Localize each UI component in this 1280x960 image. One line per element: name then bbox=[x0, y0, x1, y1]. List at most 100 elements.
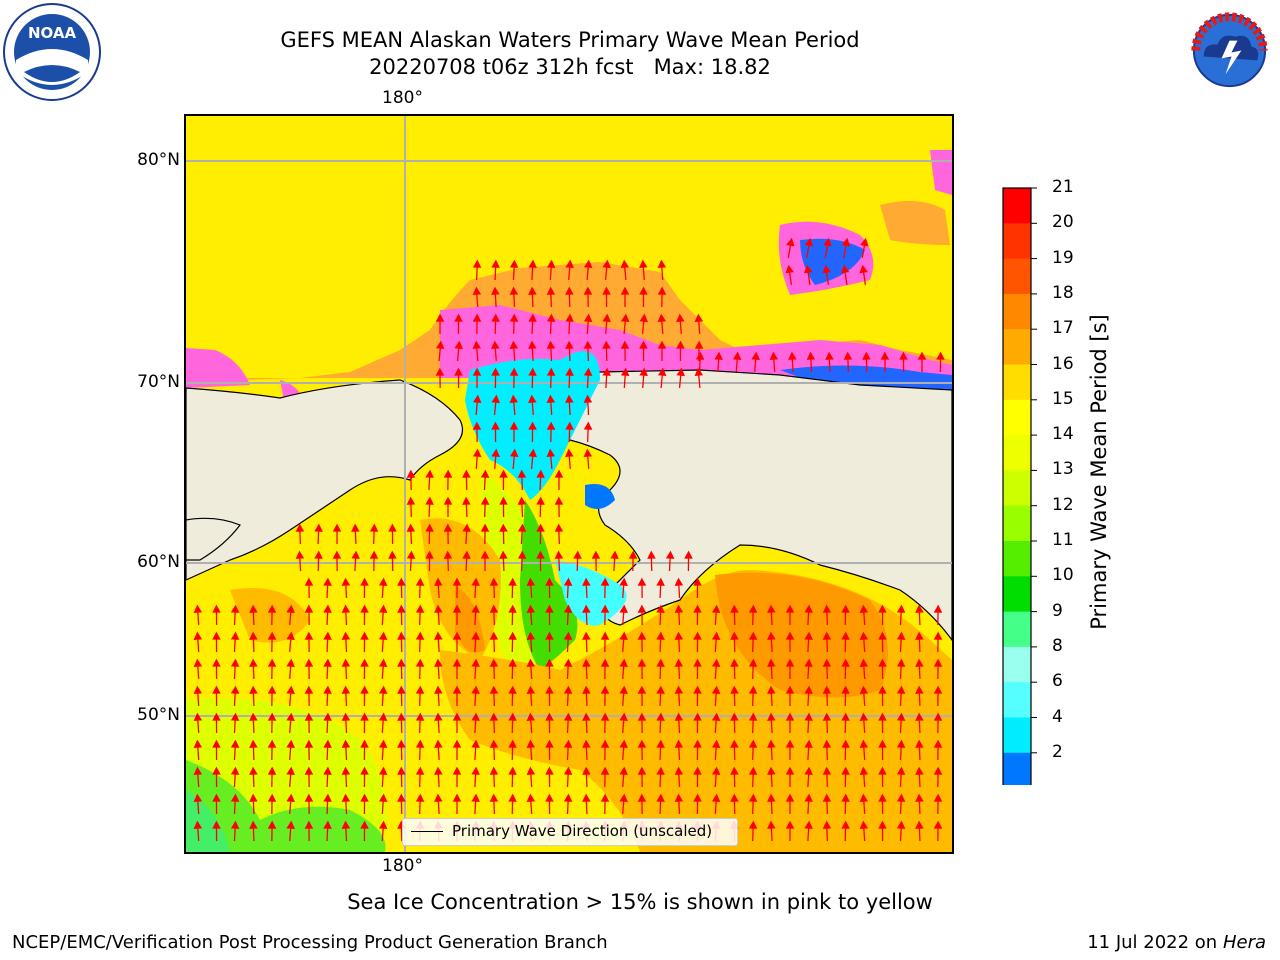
wave-direction-arrow bbox=[491, 448, 500, 470]
wave-direction-arrow bbox=[933, 631, 943, 653]
legend-line-sample bbox=[411, 831, 443, 832]
wave-direction-arrow bbox=[602, 286, 611, 308]
wave-direction-arrow bbox=[517, 496, 527, 518]
wave-direction-arrow bbox=[406, 496, 416, 518]
wave-direction-arrow bbox=[249, 712, 258, 734]
wave-direction-arrow bbox=[314, 523, 323, 545]
wave-direction-arrow bbox=[304, 658, 314, 680]
wave-direction-arrow bbox=[600, 631, 610, 653]
wave-direction-arrow bbox=[378, 739, 388, 761]
wave-direction-arrow bbox=[711, 685, 721, 707]
wave-zone-4s bbox=[585, 484, 615, 509]
wave-direction-arrow bbox=[471, 658, 480, 680]
wave-direction-arrow bbox=[582, 712, 591, 734]
wave-direction-arrow bbox=[933, 793, 943, 815]
wave-direction-arrow bbox=[619, 631, 628, 653]
wave-direction-arrow bbox=[748, 766, 758, 788]
wave-direction-arrow bbox=[489, 712, 499, 734]
wave-direction-arrow bbox=[656, 739, 665, 761]
wave-direction-arrow bbox=[676, 367, 685, 389]
wave-direction-arrow bbox=[788, 351, 797, 373]
wave-direction-arrow bbox=[711, 604, 721, 626]
wave-direction-arrow bbox=[711, 658, 721, 680]
wave-direction-arrow bbox=[509, 286, 519, 308]
wave-direction-arrow bbox=[565, 313, 574, 335]
wave-direction-arrow bbox=[767, 793, 776, 815]
colorbar-segment bbox=[1003, 541, 1031, 577]
wave-direction-arrow bbox=[674, 577, 684, 599]
wave-direction-arrow bbox=[915, 712, 924, 734]
run-date: 11 Jul 2022 on bbox=[1087, 932, 1223, 953]
wave-direction-arrow bbox=[471, 712, 480, 734]
wave-direction-arrow bbox=[565, 259, 574, 281]
longitude-label-top: 180° bbox=[382, 88, 423, 108]
wave-direction-arrow bbox=[600, 685, 610, 707]
wave-direction-arrow bbox=[841, 631, 850, 653]
wave-direction-arrow bbox=[508, 631, 517, 653]
latitude-label-70n: 70°N bbox=[137, 372, 180, 392]
wave-direction-arrow bbox=[323, 577, 332, 599]
wave-direction-arrow bbox=[565, 367, 574, 389]
wave-direction-arrow bbox=[212, 793, 221, 815]
wave-direction-arrow bbox=[249, 604, 258, 626]
wave-direction-arrow bbox=[249, 685, 258, 707]
sea-ice-footnote: Sea Ice Concentration > 15% is shown in … bbox=[347, 890, 933, 914]
wave-direction-arrow bbox=[822, 631, 832, 653]
wave-direction-arrow bbox=[304, 820, 314, 842]
wave-zone-17s bbox=[230, 588, 310, 643]
wave-direction-arrow bbox=[528, 313, 537, 335]
wave-direction-arrow bbox=[249, 820, 258, 842]
wave-direction-arrow bbox=[489, 604, 499, 626]
wave-direction-arrow bbox=[415, 766, 425, 788]
wave-direction-arrow bbox=[694, 313, 704, 335]
wave-direction-arrow bbox=[822, 604, 832, 626]
wave-direction-arrow bbox=[804, 237, 814, 258]
wave-direction-arrow bbox=[657, 286, 667, 308]
wave-direction-arrow bbox=[600, 658, 610, 680]
wave-direction-arrow bbox=[435, 367, 445, 389]
wave-direction-arrow bbox=[637, 631, 647, 653]
wave-direction-arrow bbox=[785, 820, 795, 841]
wave-zone-10s bbox=[186, 790, 230, 852]
wave-direction-arrow bbox=[915, 685, 924, 707]
wave-direction-arrow bbox=[369, 523, 379, 545]
wave-direction-arrow bbox=[546, 340, 556, 362]
wave-direction-arrow bbox=[693, 793, 702, 815]
wave-direction-arrow bbox=[785, 766, 795, 787]
wave-direction-arrow bbox=[499, 523, 508, 545]
wave-direction-arrow bbox=[378, 685, 388, 707]
wave-direction-arrow bbox=[546, 421, 556, 443]
wave-direction-arrow bbox=[323, 820, 332, 842]
wave-direction-arrow bbox=[730, 685, 739, 707]
wave-direction-arrow bbox=[620, 340, 630, 362]
wave-direction-arrow bbox=[434, 766, 443, 788]
wave-direction-arrow bbox=[491, 313, 500, 335]
wave-direction-arrow bbox=[360, 793, 369, 815]
wave-direction-arrow bbox=[639, 367, 648, 389]
wave-direction-arrow bbox=[480, 469, 490, 491]
colorbar-tick-label: 10 bbox=[1052, 565, 1074, 586]
wave-direction-arrow bbox=[212, 631, 221, 653]
wave-direction-arrow bbox=[896, 739, 906, 761]
wave-direction-arrow bbox=[693, 658, 702, 680]
wave-direction-arrow bbox=[369, 550, 379, 572]
wave-direction-arrow bbox=[619, 658, 628, 680]
wave-direction-arrow bbox=[378, 631, 388, 653]
wave-direction-arrow bbox=[286, 712, 295, 734]
wave-direction-arrow bbox=[657, 340, 667, 361]
wave-direction-arrow bbox=[785, 658, 795, 679]
wave-direction-arrow bbox=[804, 604, 813, 626]
wave-direction-arrow bbox=[602, 340, 611, 362]
wave-direction-arrow bbox=[674, 631, 684, 653]
colorbar-tick-label: 4 bbox=[1052, 706, 1063, 727]
wave-direction-arrow bbox=[573, 550, 582, 572]
wave-direction-arrow bbox=[332, 523, 342, 544]
wave-direction-arrow bbox=[841, 685, 850, 707]
wave-direction-arrow bbox=[452, 766, 462, 787]
wave-direction-arrow bbox=[536, 496, 545, 518]
wave-direction-arrow bbox=[546, 313, 556, 335]
wave-direction-arrow bbox=[471, 604, 480, 626]
colorbar-tick-label: 18 bbox=[1052, 282, 1074, 303]
wave-direction-arrow bbox=[582, 631, 591, 653]
wave-direction-arrow bbox=[545, 577, 554, 599]
